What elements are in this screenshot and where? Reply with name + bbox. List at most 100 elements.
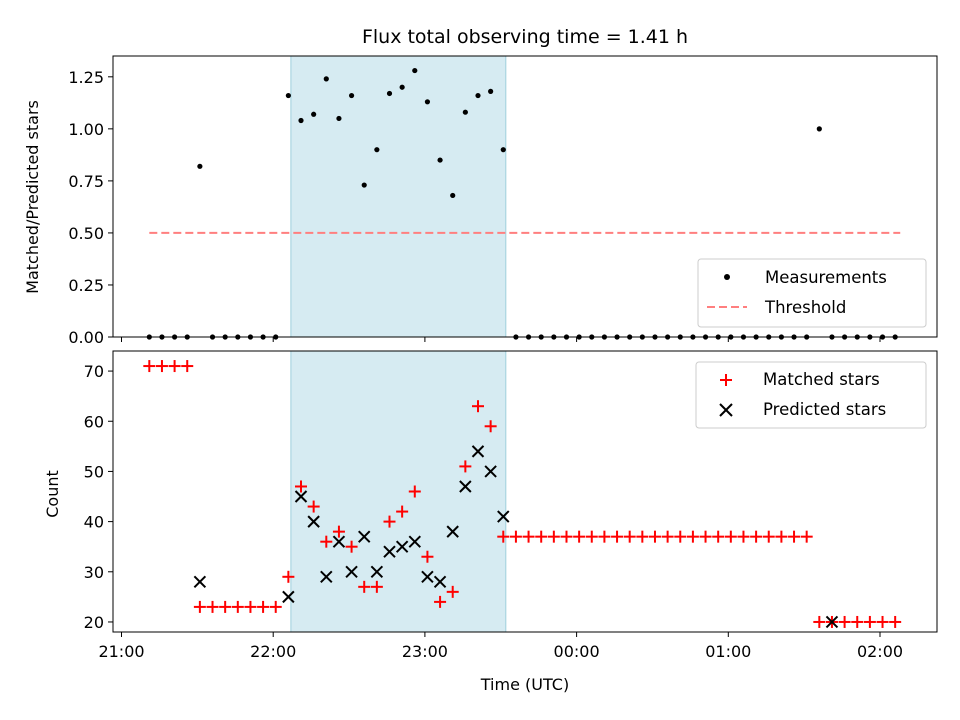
predicted-star-stroke-b — [446, 525, 459, 538]
matched-star-marker — [750, 530, 763, 543]
top-y-tick-label: 0.00 — [68, 328, 104, 347]
matched-star-marker — [320, 535, 333, 548]
measurement-point — [424, 99, 431, 105]
top-panel-shaded-interval — [290, 55, 507, 338]
bottom-y-ticks: 20 30 40 50 60 70 — [84, 362, 113, 632]
matched-star-marker — [181, 360, 194, 373]
measurement-point — [488, 88, 494, 94]
predicted-star-stroke-b — [294, 490, 308, 503]
matched-star-marker — [522, 530, 535, 543]
matched-star-marker — [585, 530, 598, 543]
bottom-x-tick-label: 21:00 — [98, 642, 144, 661]
top-panel-frame — [112, 55, 938, 338]
predicted-star-marker — [825, 615, 839, 629]
bottom-x-tick-label: 23:00 — [402, 642, 448, 661]
measurement-point — [500, 147, 506, 153]
measurement-point — [412, 67, 418, 74]
measurement-point — [374, 147, 380, 153]
matched-star-marker — [269, 600, 282, 613]
measurement-point — [386, 90, 393, 97]
predicted-star-stroke-b — [471, 445, 485, 458]
bottom-y-tick-label: 20 — [84, 613, 104, 632]
predicted-star-marker — [282, 590, 295, 604]
matched-star-marker — [497, 530, 510, 543]
measurement-point — [285, 92, 291, 99]
matched-star-marker — [471, 400, 484, 413]
predicted-star-stroke-b — [825, 615, 839, 629]
predicted-star-marker — [193, 575, 207, 589]
bottom-legend: Matched stars Predicted stars — [695, 361, 927, 429]
measurement-point — [450, 192, 456, 199]
measurement-point — [816, 126, 822, 132]
predicted-star-marker — [383, 545, 396, 558]
matched-star-marker — [611, 530, 624, 543]
bottom-x-tick-label: 02:00 — [857, 642, 903, 661]
measurement-point — [298, 117, 304, 124]
predicted-star-marker — [408, 535, 421, 548]
top-y-tick-label: 0.25 — [68, 276, 104, 295]
predicted-star-stroke-b — [459, 480, 472, 493]
matched-star-marker — [648, 530, 661, 543]
matched-stars-markers — [143, 360, 902, 628]
matched-star-marker — [370, 580, 383, 593]
matched-star-marker — [724, 530, 737, 543]
bottom-y-tick-label: 60 — [84, 412, 104, 431]
matched-star-marker — [358, 580, 371, 593]
matched-star-marker — [762, 530, 775, 543]
matched-star-marker — [219, 600, 232, 613]
measurement-point — [311, 111, 317, 117]
top-y-tick-label: 0.75 — [68, 172, 104, 191]
predicted-star-marker — [459, 480, 472, 493]
legend-threshold-label: Threshold — [764, 298, 846, 317]
measurement-point — [437, 157, 443, 163]
predicted-star-stroke-b — [383, 545, 396, 558]
matched-star-marker — [168, 360, 181, 373]
predicted-star-stroke-b — [484, 465, 497, 478]
matched-star-marker — [889, 615, 902, 628]
matched-star-marker — [598, 530, 611, 543]
matched-star-marker — [560, 530, 573, 543]
predicted-star-marker — [370, 565, 384, 578]
matched-star-marker — [674, 530, 687, 543]
matched-star-marker — [295, 480, 308, 493]
top-y-axis-label: Matched/Predicted stars — [23, 100, 42, 294]
predicted-star-stroke-b — [345, 565, 358, 578]
top-y-ticks: 0.00 0.25 0.50 0.75 1.00 1.25 — [68, 68, 113, 347]
bottom-x-tick-label: 22:00 — [250, 642, 296, 661]
matched-star-marker — [231, 600, 244, 613]
bottom-y-tick-label: 70 — [84, 362, 104, 381]
predicted-star-stroke-b — [370, 565, 384, 578]
predicted-star-marker — [332, 535, 346, 548]
predicted-star-marker — [320, 570, 333, 584]
bottom-y-axis-label: Count — [43, 470, 62, 518]
matched-star-marker — [155, 360, 168, 373]
legend-predicted-label: Predicted stars — [763, 400, 886, 419]
top-legend-box — [697, 258, 927, 328]
legend-measurement-marker — [724, 274, 730, 280]
matched-star-marker — [206, 600, 219, 613]
predicted-star-marker — [345, 565, 358, 578]
matched-star-marker — [257, 600, 270, 613]
top-legend: Measurements Threshold — [697, 258, 927, 328]
predicted-star-stroke-b — [358, 530, 371, 543]
matched-star-marker — [788, 530, 801, 543]
matched-star-marker — [863, 615, 876, 628]
predicted-star-marker — [294, 490, 308, 503]
measurement-point — [475, 92, 481, 99]
top-panel: 0.00 0.25 0.50 0.75 1.00 1.25 Matched/Predict… — [23, 55, 938, 347]
bottom-y-tick-label: 30 — [84, 563, 104, 582]
legend-predicted-marker — [719, 403, 733, 417]
bottom-panel: 20 30 40 50 60 70 21:00 22:00 23:00 00:00 01:00 02… — [43, 350, 938, 694]
bottom-y-tick-label: 50 — [84, 462, 104, 481]
measurement-point — [197, 163, 203, 169]
matched-star-marker — [408, 485, 421, 498]
matched-star-marker — [459, 460, 472, 473]
matched-star-marker — [737, 530, 750, 543]
predicted-star-stroke-b — [307, 515, 320, 528]
matched-star-marker — [193, 600, 206, 613]
legend-matched-label: Matched stars — [763, 370, 880, 389]
predicted-star-stroke-b — [421, 570, 434, 584]
bottom-x-tick-label: 00:00 — [554, 642, 600, 661]
matched-star-marker — [573, 530, 586, 543]
